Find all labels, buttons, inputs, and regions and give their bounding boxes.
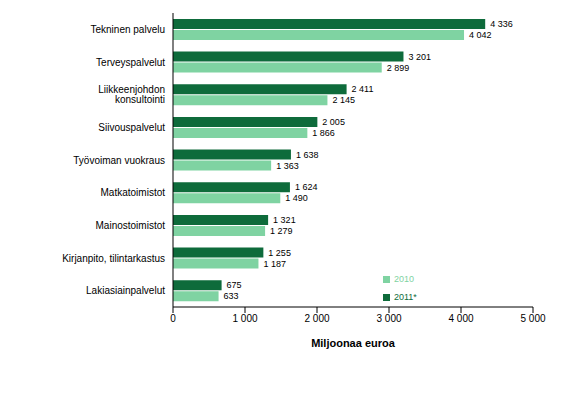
svg-text:Siivouspalvelut: Siivouspalvelut xyxy=(98,122,165,133)
svg-text:4 336: 4 336 xyxy=(490,19,513,29)
svg-text:1 279: 1 279 xyxy=(270,226,293,236)
svg-text:Lakiasiainpalvelut: Lakiasiainpalvelut xyxy=(86,285,165,296)
html-text:2010: 2010 xyxy=(394,274,414,284)
svg-text:1 187: 1 187 xyxy=(263,259,286,269)
html-text:2011*: 2011* xyxy=(394,292,417,302)
svg-text:0: 0 xyxy=(170,313,176,324)
svg-text:1 321: 1 321 xyxy=(273,215,296,225)
svg-text:1 363: 1 363 xyxy=(276,161,299,171)
svg-text:Työvoiman vuokraus: Työvoiman vuokraus xyxy=(73,155,165,166)
svg-text:1 255: 1 255 xyxy=(268,248,291,258)
svg-text:1 490: 1 490 xyxy=(285,193,308,203)
svg-text:2 000: 2 000 xyxy=(304,313,329,324)
svg-text:2 411: 2 411 xyxy=(352,84,374,94)
svg-text:3 000: 3 000 xyxy=(376,313,401,324)
svg-text:Mainostoimistot: Mainostoimistot xyxy=(96,220,166,231)
svg-text:2 005: 2 005 xyxy=(322,117,345,127)
svg-text:Miljoonaa euroa: Miljoonaa euroa xyxy=(311,337,396,349)
svg-text:Liikkeenjohdonkonsultointi: Liikkeenjohdonkonsultointi xyxy=(98,84,165,105)
svg-text:Kirjanpito, tilintarkastus: Kirjanpito, tilintarkastus xyxy=(62,253,165,264)
svg-text:3 201: 3 201 xyxy=(408,52,431,62)
svg-text:2 899: 2 899 xyxy=(387,63,410,73)
svg-text:Matkatoimistot: Matkatoimistot xyxy=(101,187,166,198)
svg-text:4 042: 4 042 xyxy=(469,30,492,40)
svg-text:Tekninen palvelu: Tekninen palvelu xyxy=(91,24,166,35)
svg-text:1 624: 1 624 xyxy=(295,182,318,192)
svg-text:675: 675 xyxy=(227,280,242,290)
svg-text:1 638: 1 638 xyxy=(296,150,319,160)
svg-text:1 000: 1 000 xyxy=(232,313,257,324)
svg-text:5 000: 5 000 xyxy=(520,313,545,324)
svg-text:4 000: 4 000 xyxy=(448,313,473,324)
svg-text:Terveyspalvelut: Terveyspalvelut xyxy=(96,57,165,68)
svg-text:1 866: 1 866 xyxy=(312,128,335,138)
svg-text:2 145: 2 145 xyxy=(332,95,355,105)
svg-text:633: 633 xyxy=(224,291,239,301)
